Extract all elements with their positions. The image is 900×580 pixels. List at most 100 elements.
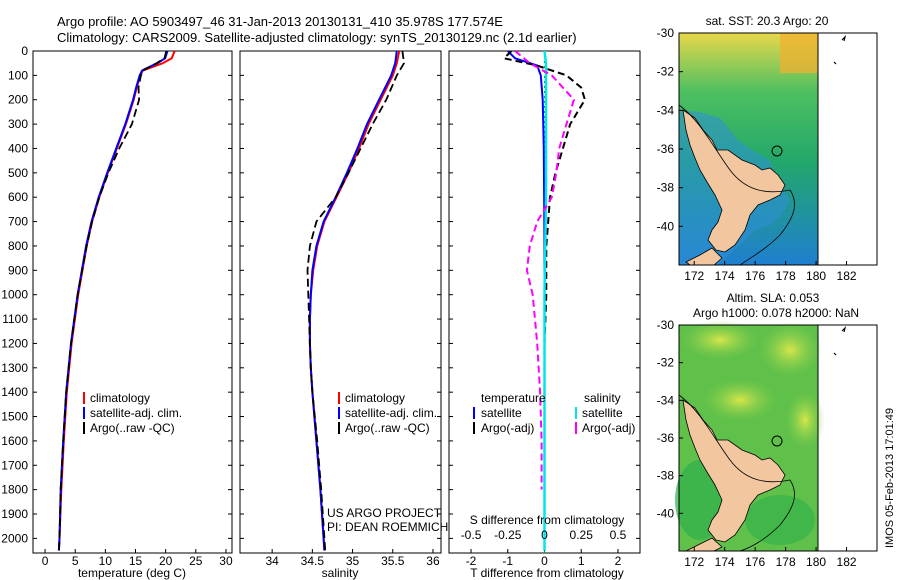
sst-warm-patch	[780, 33, 818, 73]
diff-temperature-satellite-line	[507, 51, 546, 551]
pi-label: PI: DEAN ROEMMICH	[327, 520, 448, 534]
x-tick-label: 30	[219, 554, 233, 568]
header-line-1: Argo profile: AO 5903497_46 31-Jan-2013 …	[57, 14, 503, 29]
legend-climatology: climatology	[90, 391, 150, 405]
lat-tick-label: -32	[657, 65, 675, 79]
lon-tick-label: 182	[837, 269, 857, 283]
sla-low-blob	[745, 495, 815, 545]
s-tick-label: -0.25	[494, 528, 522, 542]
lat-tick-label: -36	[657, 431, 675, 445]
x-tick-label: 5	[72, 554, 79, 568]
lat-tick-label: -32	[657, 356, 675, 370]
x-tick-label: 2	[615, 554, 622, 568]
depth-tick-label: 700	[8, 215, 28, 229]
legend-s-argo: Argo(-adj)	[582, 421, 635, 435]
depth-tick-label: 200	[8, 93, 28, 107]
sst-y-axis: -30 -32 -34 -36 -38 -40	[657, 26, 683, 233]
lon-tick-label: 182	[837, 555, 857, 569]
x-tick-label: 1	[578, 554, 585, 568]
x-tick-label: -1	[502, 554, 513, 568]
lat-tick-label: -38	[657, 181, 675, 195]
isobath	[678, 104, 795, 266]
depth-tick-label: 2000	[1, 531, 28, 545]
depth-tick-label: 1600	[1, 434, 28, 448]
temperature-plot-frame	[32, 50, 233, 554]
temperature-argo-line	[58, 51, 168, 551]
sla-high-blob	[758, 322, 822, 378]
lon-tick-label: 172	[684, 555, 704, 569]
depth-tick-label: 1800	[1, 483, 28, 497]
sla-y-axis: -30 -32 -34 -36 -38 -40	[657, 318, 683, 520]
sla-map	[675, 320, 878, 552]
lat-tick-label: -30	[657, 26, 675, 40]
depth-tick-label: 1400	[1, 385, 28, 399]
imos-timestamp: IMOS 05-Feb-2013 17:01:49	[884, 408, 896, 548]
legend-argo: Argo(..raw -QC)	[90, 421, 175, 435]
s-tick-label: 0.25	[570, 528, 594, 542]
sla-x-axis: 172 174 176 178 180 182	[684, 547, 857, 569]
x-tick-label: -2	[466, 554, 477, 568]
lon-tick-label: 178	[776, 555, 796, 569]
salinity-argo-line	[306, 51, 405, 551]
lat-tick-label: -34	[657, 103, 675, 117]
s-diff-axis: -0.5 -0.25 0 0.25 0.5	[461, 528, 627, 542]
salinity-plot-frame	[239, 50, 442, 554]
depth-tick-label: 100	[8, 68, 28, 82]
legend-temperature-title: temperature	[481, 391, 546, 405]
header-line-2: Climatology: CARS2009. Satellite-adjuste…	[57, 30, 577, 45]
difference-legend: temperature salinity satellite Argo(-adj…	[473, 391, 635, 435]
argo-position-marker	[771, 435, 783, 447]
salinity-climatology-line	[308, 51, 401, 551]
legend-argo: Argo(..raw -QC)	[345, 421, 430, 435]
project-label: US ARGO PROJECT	[327, 506, 442, 520]
depth-tick-label: 600	[8, 190, 28, 204]
lat-tick-label: -38	[657, 469, 675, 483]
islands	[833, 35, 847, 65]
lon-tick-label: 176	[745, 269, 765, 283]
lon-tick-label: 180	[806, 269, 826, 283]
temperature-x-label: temperature (deg C)	[78, 566, 186, 580]
depth-tick-label: 1900	[1, 507, 28, 521]
north-island-land	[682, 109, 786, 253]
s-tick-label: 0.5	[610, 528, 627, 542]
legend-s-satellite: satellite	[582, 406, 623, 420]
temperature-x-axis: 0 5 10 15 20 25 30	[42, 549, 233, 568]
x-tick-label: 10	[99, 554, 113, 568]
depth-tick-label: 0	[21, 44, 28, 58]
diff-salinity-satellite-line	[543, 51, 548, 551]
temperature-legend: climatology satellite-adj. clim. Argo(..…	[83, 391, 182, 435]
salinity-legend: climatology satellite-adj. clim. Argo(..…	[338, 391, 437, 435]
sla-high-blob	[702, 378, 778, 422]
s-diff-label: S difference from climatology	[470, 513, 625, 527]
x-tick-label: 35.5	[381, 554, 405, 568]
x-tick-label: 25	[189, 554, 203, 568]
lat-tick-label: -36	[657, 142, 675, 156]
x-tick-label: 15	[129, 554, 143, 568]
difference-x-axis: -2 -1 0 1 2	[466, 549, 622, 568]
x-tick-label: 35	[346, 554, 360, 568]
legend-satellite: satellite-adj. clim.	[345, 406, 437, 420]
lon-tick-label: 176	[745, 555, 765, 569]
depth-tick-label: 1500	[1, 410, 28, 424]
argo-position-marker	[771, 145, 783, 157]
salinity-satellite-line	[308, 51, 398, 551]
x-tick-label: 36	[426, 554, 440, 568]
depth-tick-label: 1300	[1, 361, 28, 375]
x-tick-label: 0	[541, 554, 548, 568]
depth-axis: 0 100 200 300 400 500 600 700 800 900 1000 1100 1200…	[1, 44, 640, 545]
sst-map-title: sat. SST: 20.3 Argo: 20	[706, 14, 829, 28]
sla-map-subtitle: Argo h1000: 0.078 h2000: NaN	[693, 306, 859, 320]
x-tick-label: 34	[265, 554, 279, 568]
lon-tick-label: 180	[806, 555, 826, 569]
sst-x-axis: 172 174 176 178 180 182	[684, 261, 857, 283]
x-tick-label: 0	[42, 554, 49, 568]
sla-high-blob	[785, 390, 825, 450]
lat-tick-label: -40	[657, 219, 675, 233]
north-island-land	[682, 399, 786, 543]
depth-tick-label: 300	[8, 117, 28, 131]
sla-high-blob	[680, 320, 760, 360]
legend-t-argo: Argo(-adj)	[481, 421, 534, 435]
depth-tick-label: 1100	[2, 312, 28, 326]
s-tick-label: -0.5	[461, 528, 482, 542]
